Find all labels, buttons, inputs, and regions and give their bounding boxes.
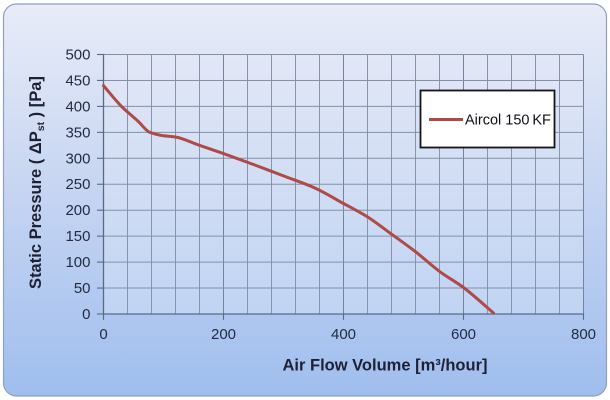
svg-text:500: 500 [65,47,90,64]
svg-text:350: 350 [65,124,90,141]
svg-text:0: 0 [99,326,107,343]
svg-text:Static Pressure ( ΔPst ) [Pa]: Static Pressure ( ΔPst ) [Pa] [27,76,47,289]
svg-text:400: 400 [65,98,90,115]
svg-text:50: 50 [74,280,91,297]
svg-text:200: 200 [211,326,236,343]
svg-text:600: 600 [451,326,476,343]
svg-text:250: 250 [65,176,90,193]
svg-text:300: 300 [65,150,90,167]
svg-text:400: 400 [331,326,356,343]
svg-text:Air Flow Volume [m³/hour]: Air Flow Volume [m³/hour] [282,357,487,375]
svg-text:800: 800 [571,326,596,343]
svg-text:Aircol 150 KF: Aircol 150 KF [465,113,551,129]
svg-text:450: 450 [65,73,90,90]
svg-text:0: 0 [82,306,90,323]
svg-text:150: 150 [65,228,90,245]
svg-text:200: 200 [65,202,90,219]
svg-text:100: 100 [65,254,90,271]
